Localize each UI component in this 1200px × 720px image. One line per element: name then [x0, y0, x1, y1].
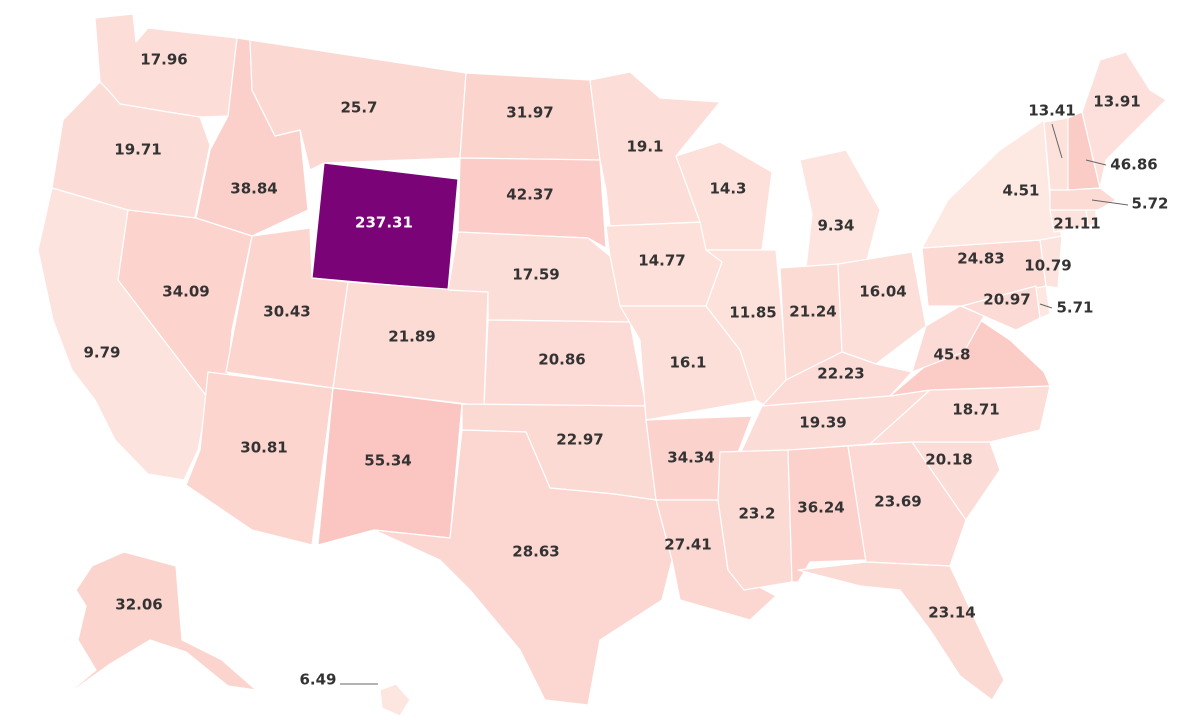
- label-SD: 42.37: [506, 186, 553, 204]
- state-SD[interactable]: [457, 157, 607, 249]
- label-NC: 18.71: [952, 401, 999, 419]
- state-TX[interactable]: [373, 429, 673, 706]
- leader-line-RI: [1091, 199, 1129, 206]
- label-LA: 27.41: [664, 536, 711, 554]
- label-TN: 19.39: [799, 414, 846, 432]
- leader-line-DE: [1039, 303, 1053, 309]
- leader-line-VT: [1051, 123, 1063, 159]
- state-NJ[interactable]: [1039, 235, 1063, 289]
- state-NY[interactable]: [921, 119, 1063, 249]
- label-WA: 17.96: [140, 51, 187, 69]
- label-MO: 16.1: [669, 354, 706, 372]
- label-NE: 17.59: [512, 266, 559, 284]
- state-AK[interactable]: [59, 551, 257, 701]
- label-SC: 20.18: [925, 451, 972, 469]
- label-GA: 23.69: [874, 493, 921, 511]
- label-MS: 23.2: [738, 505, 775, 523]
- label-VT: 13.41: [1028, 102, 1075, 120]
- label-NM: 55.34: [364, 452, 411, 470]
- state-MA[interactable]: [1049, 187, 1117, 211]
- label-AL: 36.24: [797, 499, 844, 517]
- label-HI: 6.49: [299, 671, 336, 689]
- state-shapes: [37, 13, 1167, 717]
- label-MA: 21.11: [1053, 215, 1100, 233]
- label-CO: 21.89: [388, 328, 435, 346]
- label-leader-lines: [340, 123, 1129, 685]
- state-value-labels: 17.96 19.71 9.79 38.84 34.09 25.7 237.31…: [83, 51, 1168, 689]
- state-FL[interactable]: [797, 561, 1005, 701]
- label-AK: 32.06: [115, 596, 162, 614]
- label-KS: 20.86: [538, 351, 585, 369]
- state-OH[interactable]: [837, 251, 927, 365]
- state-IL[interactable]: [705, 249, 789, 411]
- label-ID: 38.84: [230, 180, 277, 198]
- state-DE[interactable]: [1035, 285, 1051, 319]
- label-OK: 22.97: [556, 431, 603, 449]
- label-DE: 5.71: [1056, 299, 1093, 317]
- label-AZ: 30.81: [240, 439, 287, 457]
- label-ME: 13.91: [1093, 93, 1140, 111]
- state-MI[interactable]: [799, 149, 881, 269]
- label-OH: 16.04: [859, 283, 906, 301]
- label-KY: 22.23: [817, 365, 864, 383]
- label-FL: 23.14: [928, 604, 975, 622]
- leader-line-NH: [1085, 159, 1107, 166]
- label-IL: 11.85: [729, 304, 776, 322]
- state-OR[interactable]: [51, 81, 211, 223]
- label-TX: 28.63: [512, 543, 559, 561]
- label-UT: 30.43: [263, 303, 310, 321]
- label-WV: 20.97: [983, 291, 1030, 309]
- label-VA: 45.8: [933, 346, 970, 364]
- label-ND: 31.97: [506, 104, 553, 122]
- label-WY: 237.31: [355, 214, 413, 232]
- label-OR: 19.71: [114, 141, 161, 159]
- label-MN: 19.1: [626, 138, 663, 156]
- label-NH: 46.86: [1110, 156, 1157, 174]
- label-NJ: 10.79: [1024, 257, 1071, 275]
- label-PA: 24.83: [957, 250, 1004, 268]
- label-IA: 14.77: [638, 252, 685, 270]
- label-AR: 34.34: [667, 449, 714, 467]
- state-HI[interactable]: [379, 683, 411, 717]
- label-IN: 21.24: [789, 303, 836, 321]
- label-MI: 9.34: [817, 217, 854, 235]
- label-CA: 9.79: [83, 344, 120, 362]
- label-MT: 25.7: [340, 99, 377, 117]
- label-WI: 14.3: [709, 180, 746, 198]
- label-RI: 5.72: [1131, 195, 1168, 213]
- state-ME[interactable]: [1081, 51, 1167, 189]
- label-NY: 4.51: [1002, 182, 1039, 200]
- label-NV: 34.09: [162, 283, 209, 301]
- state-AZ[interactable]: [185, 371, 334, 546]
- state-MD[interactable]: [961, 285, 1041, 331]
